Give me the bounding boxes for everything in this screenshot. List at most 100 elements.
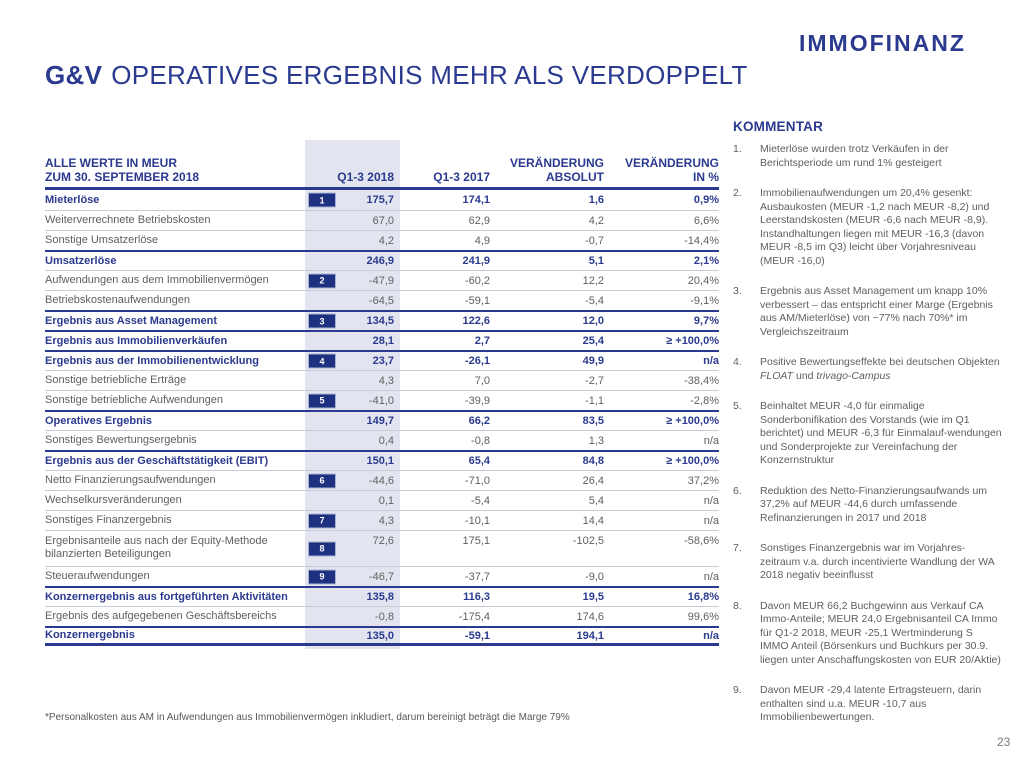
value-change-percent: 2,1% xyxy=(693,255,719,267)
value-q1-3-2018: -64,5 xyxy=(368,294,394,307)
kommentar-item: 5. Beinhaltet MEUR -4,0 für einmalige So… xyxy=(733,400,1004,468)
table-row: Ergebnis aus der Geschäftstätigkeit (EBI… xyxy=(45,450,719,470)
value-change-percent: n/a xyxy=(703,570,719,583)
value-q1-3-2018: 4,3 xyxy=(378,374,394,387)
row-label: Ergebnis aus der Geschäftstätigkeit (EBI… xyxy=(45,454,269,467)
row-label: Betriebskostenaufwendungen xyxy=(45,294,190,307)
kommentar-title: KOMMENTAR xyxy=(733,119,824,134)
kommentar-item-text: Davon MEUR 66,2 Buchgewinn aus Verkauf C… xyxy=(760,599,1001,666)
row-label: Operatives Ergebnis xyxy=(45,414,152,427)
note-number-badge: 5 xyxy=(308,393,336,408)
row-label: Umsatzerlöse xyxy=(45,254,117,267)
kommentar-item-number: 8. xyxy=(733,599,742,612)
value-q1-3-2018: 246,9 xyxy=(366,255,394,267)
kommentar-item-text: Beinhaltet MEUR -4,0 für einmalige Sonde… xyxy=(760,400,1002,466)
value-q1-3-2017: -71,0 xyxy=(464,474,490,487)
row-label: Sonstige betriebliche Aufwendungen xyxy=(45,394,223,407)
value-q1-3-2018: 135,8 xyxy=(366,591,394,603)
note-number-badge: 3 xyxy=(308,313,336,329)
value-change-percent: -2,8% xyxy=(690,394,719,407)
value-change-absolute: 14,4 xyxy=(582,514,604,527)
table-row: 1 Mieterlöse 175,7 174,1 1,6 0,9% xyxy=(45,190,719,210)
value-q1-3-2017: -39,9 xyxy=(464,394,490,407)
value-q1-3-2018: -46,7 xyxy=(368,570,394,583)
row-label: Konzernergebnis aus fortgeführten Aktivi… xyxy=(45,590,288,603)
value-q1-3-2017: 62,9 xyxy=(468,214,490,227)
value-change-percent: n/a xyxy=(703,434,719,447)
kommentar-list: 1. Mieterlöse wurden trotz Verkäufen in … xyxy=(733,143,1004,725)
pnl-table: ALLE WERTE IN MEUR ZUM 30. SEPTEMBER 201… xyxy=(45,140,719,649)
table-row: 9 Steueraufwendungen -46,7 -37,7 -9,0 n/… xyxy=(45,566,719,586)
value-q1-3-2018: -0,8 xyxy=(375,610,394,623)
value-q1-3-2017: 116,3 xyxy=(463,591,490,603)
value-q1-3-2018: 23,7 xyxy=(372,355,394,367)
value-q1-3-2018: 0,4 xyxy=(378,434,394,447)
table-row: Sonstiges Bewertungsergebnis 0,4 -0,8 1,… xyxy=(45,430,719,450)
value-q1-3-2017: 174,1 xyxy=(462,194,490,206)
kommentar-item-number: 7. xyxy=(733,542,742,554)
value-q1-3-2017: 2,7 xyxy=(474,335,490,347)
note-number-badge: 2 xyxy=(308,273,336,288)
table-row: Sonstige Umsatzerlöse 4,2 4,9 -0,7 -14,4… xyxy=(45,230,719,250)
value-q1-3-2017: 4,9 xyxy=(474,234,490,247)
value-change-absolute: 25,4 xyxy=(582,335,604,347)
value-q1-3-2017: -60,2 xyxy=(464,274,490,287)
kommentar-item: 7. Sonstiges Finanzergebnis war im Vorja… xyxy=(733,542,1004,583)
row-label: Ergebnisanteile aus nach der Equity-Meth… xyxy=(45,535,268,560)
value-q1-3-2017: -0,8 xyxy=(471,434,490,447)
kommentar-item: 4. Positive Bewertungseffekte bei deutsc… xyxy=(733,356,1004,383)
value-q1-3-2017: -26,1 xyxy=(464,355,490,367)
row-label: Mieterlöse xyxy=(45,193,100,206)
table-row: 8 Ergebnisanteile aus nach der Equity-Me… xyxy=(45,530,719,566)
kommentar-item-number: 1. xyxy=(733,143,742,155)
table-row: Ergebnis aus Immobilienverkäufen 28,1 2,… xyxy=(45,330,719,350)
value-q1-3-2018: -44,6 xyxy=(368,474,394,487)
title-prefix: G&V xyxy=(45,60,103,90)
kommentar-item: 8. Davon MEUR 66,2 Buchgewinn aus Verkau… xyxy=(733,600,1004,668)
note-number-badge: 8 xyxy=(308,541,336,556)
value-change-absolute: 12,0 xyxy=(582,315,604,327)
value-change-absolute: 83,5 xyxy=(582,415,604,427)
row-label: Konzernergebnis xyxy=(45,629,135,642)
value-q1-3-2018: 175,7 xyxy=(366,194,394,206)
table-row: 6 Netto Finanzierungsaufwendungen -44,6 … xyxy=(45,470,719,490)
row-label: Ergebnis aus Immobilienverkäufen xyxy=(45,334,228,347)
value-change-percent: n/a xyxy=(703,494,719,507)
kommentar-item-number: 5. xyxy=(733,400,742,412)
kommentar-item: 1. Mieterlöse wurden trotz Verkäufen in … xyxy=(733,143,1004,170)
value-q1-3-2017: 175,1 xyxy=(462,535,490,547)
value-change-percent: 99,6% xyxy=(687,610,719,623)
column-header-q1-3-2017: Q1-3 2017 xyxy=(433,170,490,184)
page-title: G&V OPERATIVES ERGEBNIS MEHR ALS VERDOPPE… xyxy=(45,60,748,91)
row-label: Sonstige betriebliche Erträge xyxy=(45,374,187,387)
table-header-label: ALLE WERTE IN MEUR ZUM 30. SEPTEMBER 201… xyxy=(45,156,200,184)
value-change-percent: 20,4% xyxy=(687,274,719,287)
table-header-row: ALLE WERTE IN MEUR ZUM 30. SEPTEMBER 201… xyxy=(45,140,719,190)
value-change-percent: ≥ +100,0% xyxy=(666,335,719,347)
value-change-absolute: 12,2 xyxy=(582,274,604,287)
table-row: 7 Sonstiges Finanzergebnis 4,3 -10,1 14,… xyxy=(45,510,719,530)
note-number-badge: 4 xyxy=(308,353,336,369)
kommentar-item: 3. Ergebnis aus Asset Management um knap… xyxy=(733,285,1004,339)
value-q1-3-2018: 28,1 xyxy=(372,335,394,347)
value-change-absolute: -2,7 xyxy=(585,374,604,387)
kommentar-item-text: Mieterlöse wurden trotz Verkäufen in der… xyxy=(760,143,949,169)
kommentar-item: 9. Davon MEUR -29,4 latente Ertragsteuer… xyxy=(733,684,1004,725)
kommentar-item: 6. Reduktion des Netto-Finanzierungsaufw… xyxy=(733,485,1004,526)
value-change-percent: n/a xyxy=(703,355,719,367)
kommentar-item-number: 6. xyxy=(733,484,742,497)
note-number-badge: 9 xyxy=(308,569,336,584)
value-q1-3-2018: 0,1 xyxy=(378,494,394,507)
row-label: Ergebnis aus der Immobilienentwicklung xyxy=(45,354,259,367)
row-label: Ergebnis des aufgegebenen Geschäftsberei… xyxy=(45,610,277,623)
table-row: 3 Ergebnis aus Asset Management 134,5 12… xyxy=(45,310,719,330)
table-row: Ergebnis des aufgegebenen Geschäftsberei… xyxy=(45,606,719,626)
value-change-absolute: 49,9 xyxy=(582,355,604,367)
value-q1-3-2017: 122,6 xyxy=(462,315,490,327)
row-label: Sonstige Umsatzerlöse xyxy=(45,234,159,247)
kommentar-item-number: 2. xyxy=(733,187,742,199)
value-q1-3-2018: 149,7 xyxy=(366,415,394,427)
value-change-percent: -9,1% xyxy=(690,294,719,307)
value-q1-3-2018: 135,0 xyxy=(366,629,394,642)
table-row: Sonstige betriebliche Erträge 4,3 7,0 -2… xyxy=(45,370,719,390)
